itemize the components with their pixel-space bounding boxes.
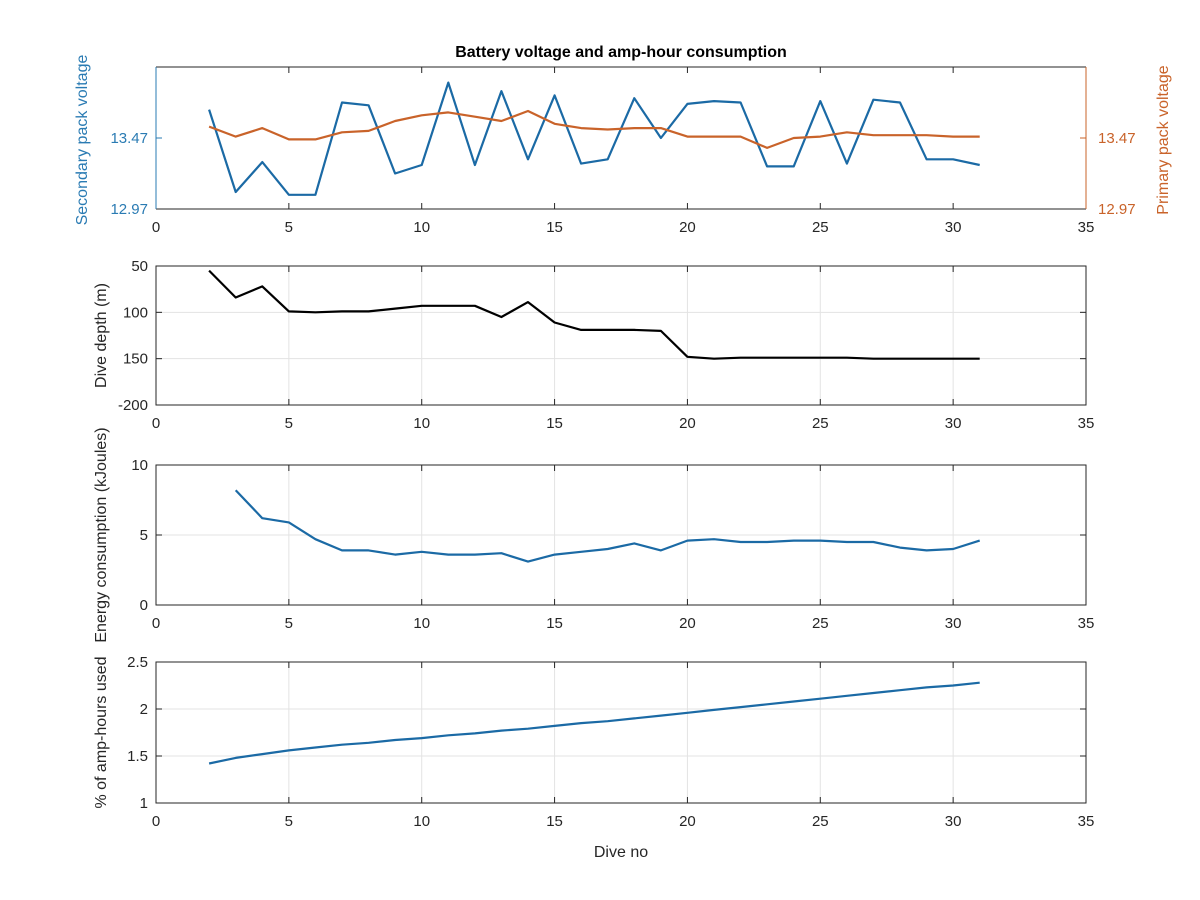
y-tick-label: 150 [123,351,148,368]
series-line-1 [234,489,981,563]
panel-2: 0 5 10 15 20 25 30 35 50 100 150 -200 Dive depth (m) [93,258,1094,432]
x-tick-label: 20 [679,415,696,432]
x-tick-label: 10 [413,615,430,632]
x-tick-label: 20 [679,813,696,830]
y-axis-label-right: Primary pack voltage [1155,65,1172,214]
x-tick-label: 35 [1078,219,1095,236]
x-tick-label: 5 [285,813,293,830]
x-tick-label: 15 [546,615,563,632]
x-tick-label: 0 [152,219,160,236]
chart-title: Battery voltage and amp-hour consumption [455,44,787,61]
y-tick-label: -200 [118,397,148,414]
x-tick-label: 0 [152,615,160,632]
x-tick-label: 30 [945,415,962,432]
series-line-1 [208,681,980,765]
x-tick-label: 5 [285,219,293,236]
y-tick-label: 0 [140,597,148,614]
x-tick-label: 25 [812,415,829,432]
y-tick-label-right: 13.47 [1098,130,1136,147]
y-axis-label-left: Secondary pack voltage [74,55,91,226]
x-tick-label: 20 [679,219,696,236]
x-tick-label: 30 [945,813,962,830]
x-tick-label: 25 [812,813,829,830]
y-tick-label-right: 12.97 [1098,201,1136,218]
axes-box [155,661,1087,804]
y-axis-label: Energy consumption (kJoules) [93,427,110,642]
x-tick-label: 25 [812,615,829,632]
panel-3: 0 5 10 15 20 25 30 35 0 5 10 Energy consumption (kJ… [93,427,1094,642]
x-tick-label: 30 [945,219,962,236]
x-tick-label: 35 [1078,813,1095,830]
x-tick-label: 5 [285,615,293,632]
panel-1: 0 5 10 15 20 25 30 3512.9713.4712.9713.47Batter… [74,44,1172,236]
axes-box [155,464,1087,606]
panel-4: 0 5 10 15 20 25 30 35 1 1.5 2 2.5 % of amp-hours use… [93,654,1094,861]
y-tick-label: 1.5 [127,748,148,765]
series-line-1 [208,269,980,360]
x-tick-label: 5 [285,415,293,432]
y-tick-label: 10 [131,457,148,474]
x-tick-label: 25 [812,219,829,236]
x-tick-label: 30 [945,615,962,632]
x-tick-label: 0 [152,813,160,830]
axes-box [155,265,1087,406]
y-axis-label: Dive depth (m) [93,283,110,388]
y-tick-label-left: 13.47 [110,130,148,147]
y-tick-label: 2.5 [127,654,148,671]
x-tick-label: 0 [152,415,160,432]
y-tick-label: 100 [123,304,148,321]
x-tick-label: 35 [1078,415,1095,432]
y-tick-label: 1 [140,795,148,812]
x-tick-label: 35 [1078,615,1095,632]
y-tick-label: 50 [131,258,148,275]
y-tick-label: 5 [140,527,148,544]
series-line-1 [208,81,980,196]
x-tick-label: 10 [413,219,430,236]
y-tick-label: 2 [140,701,148,718]
y-axis-label: % of amp-hours used [93,656,110,808]
x-tick-label: 10 [413,415,430,432]
x-tick-label: 20 [679,615,696,632]
series-line-2 [208,109,980,149]
y-tick-label-left: 12.97 [110,201,148,218]
x-tick-label: 10 [413,813,430,830]
x-axis-label: Dive no [594,844,648,861]
x-tick-label: 15 [546,813,563,830]
x-tick-label: 15 [546,219,563,236]
x-tick-label: 15 [546,415,563,432]
